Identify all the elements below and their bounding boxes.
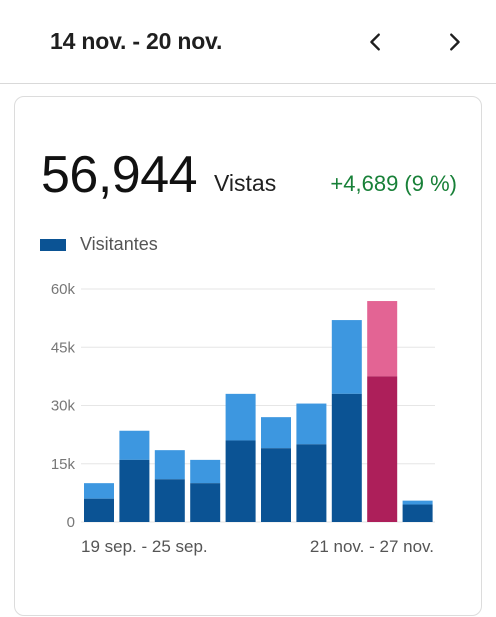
bar-views-segment[interactable] bbox=[119, 430, 150, 460]
bar-views-segment[interactable] bbox=[261, 417, 291, 449]
bar-visitors-segment[interactable] bbox=[190, 483, 221, 522]
views-card[interactable]: 56,944 Vistas +4,689 (9 %) Visitantes 60… bbox=[14, 96, 482, 616]
bar-views-segment[interactable] bbox=[402, 500, 433, 505]
chart-legend: Visitantes bbox=[40, 234, 158, 255]
views-bar-chart: 60k 45k 30k 15k 0 19 sep. - 25 sep. 21 nov. - … bbox=[51, 281, 435, 556]
y-tick-label: 45k bbox=[51, 339, 76, 356]
bar-views-segment[interactable] bbox=[331, 320, 362, 394]
bar-views-segment[interactable] bbox=[84, 483, 114, 499]
views-delta: +4,689 (9 %) bbox=[330, 171, 457, 196]
bar-visitors-segment[interactable] bbox=[154, 479, 185, 522]
bar-views-segment[interactable] bbox=[367, 301, 398, 377]
bar-visitors-segment[interactable] bbox=[225, 440, 256, 522]
bar-visitors-segment[interactable] bbox=[119, 459, 150, 522]
bar-visitors-segment[interactable] bbox=[367, 376, 398, 522]
y-tick-label: 15k bbox=[51, 456, 76, 473]
bar-visitors-segment[interactable] bbox=[296, 444, 327, 522]
y-tick-label: 60k bbox=[51, 281, 76, 298]
date-range-title: 14 nov. - 20 nov. bbox=[50, 28, 223, 54]
bar-views-segment[interactable] bbox=[190, 459, 221, 484]
x-label-end: 21 nov. - 27 nov. bbox=[310, 537, 434, 556]
bar-visitors-segment[interactable] bbox=[331, 393, 362, 522]
next-week-button[interactable] bbox=[436, 24, 472, 60]
bar-views-segment[interactable] bbox=[225, 393, 256, 441]
views-label: Vistas bbox=[214, 170, 277, 196]
chevron-left-icon bbox=[370, 33, 380, 51]
x-label-start: 19 sep. - 25 sep. bbox=[81, 537, 208, 556]
bar-views-segment[interactable] bbox=[154, 450, 185, 480]
y-tick-label: 30k bbox=[51, 398, 76, 415]
previous-week-button[interactable] bbox=[358, 24, 394, 60]
legend-label-visitors: Visitantes bbox=[80, 234, 158, 254]
views-count: 56,944 bbox=[41, 146, 198, 204]
top-bar: 14 nov. - 20 nov. bbox=[0, 0, 496, 84]
chevron-right-icon bbox=[450, 33, 460, 51]
bar-visitors-segment[interactable] bbox=[84, 498, 114, 522]
bar-visitors-segment[interactable] bbox=[402, 504, 433, 522]
bar-views-segment[interactable] bbox=[296, 403, 327, 445]
legend-swatch-visitors bbox=[40, 238, 66, 251]
y-tick-label: 0 bbox=[67, 514, 75, 531]
bar-visitors-segment[interactable] bbox=[261, 448, 291, 522]
